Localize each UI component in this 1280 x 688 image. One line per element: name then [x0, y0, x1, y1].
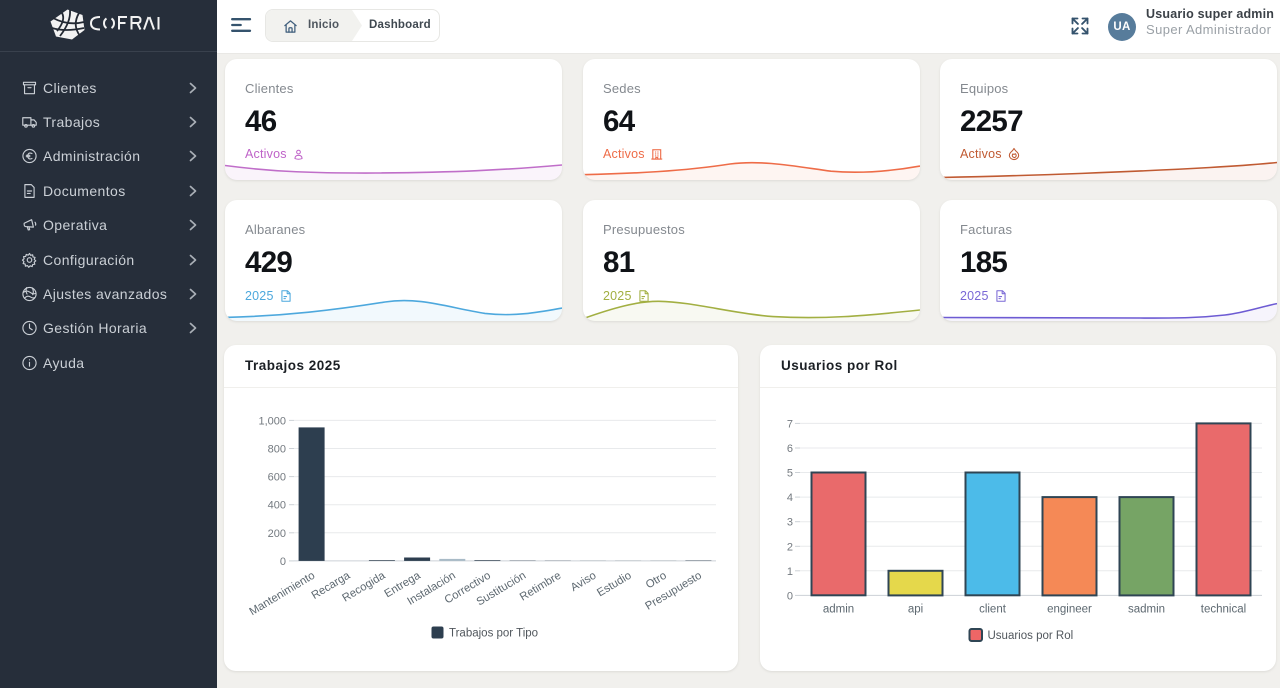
svg-text:5: 5 [787, 468, 793, 480]
svg-text:Aviso: Aviso [569, 570, 599, 594]
svg-text:3: 3 [787, 517, 793, 529]
svg-text:7: 7 [787, 418, 793, 430]
svg-text:technical: technical [1201, 603, 1246, 615]
svg-text:800: 800 [268, 444, 286, 456]
svg-text:Estudio: Estudio [595, 570, 633, 600]
svg-text:sadmin: sadmin [1128, 603, 1165, 615]
svg-text:2: 2 [787, 541, 793, 553]
svg-text:Trabajos por Tipo: Trabajos por Tipo [449, 628, 538, 640]
svg-text:0: 0 [787, 590, 793, 602]
svg-text:Mantenimiento: Mantenimiento [247, 570, 317, 618]
svg-text:api: api [908, 603, 923, 615]
svg-text:1: 1 [787, 566, 793, 578]
svg-text:400: 400 [268, 500, 286, 512]
svg-text:client: client [979, 603, 1007, 615]
svg-text:Usuarios por Rol: Usuarios por Rol [988, 630, 1074, 642]
svg-text:200: 200 [268, 528, 286, 540]
svg-text:0: 0 [280, 556, 286, 568]
svg-text:engineer: engineer [1047, 603, 1092, 615]
svg-text:1,000: 1,000 [258, 415, 286, 427]
svg-text:600: 600 [268, 472, 286, 484]
svg-text:6: 6 [787, 443, 793, 455]
svg-text:admin: admin [823, 603, 854, 615]
svg-text:4: 4 [787, 492, 793, 504]
svg-text:Otro: Otro [644, 570, 669, 592]
